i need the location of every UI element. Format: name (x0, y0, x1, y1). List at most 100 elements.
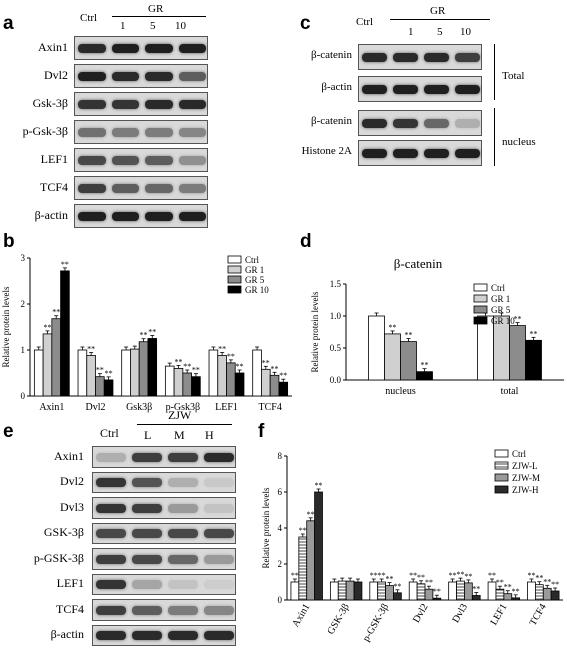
significance-marker: ** (530, 329, 538, 338)
legend-swatch-gr-1 (227, 265, 242, 274)
legend-swatch-zjw-m (494, 473, 509, 482)
bar-gr-10-p-gsk3 (191, 376, 201, 397)
significance-marker: ** (315, 481, 323, 490)
blot-band (168, 631, 198, 641)
significance-marker: ** (148, 328, 156, 337)
x-tick-label: total (501, 386, 519, 397)
bar-gr-1-dvl2 (86, 355, 96, 397)
blot-strip-catenin (358, 110, 482, 136)
bar-zjw-m-axin1 (306, 520, 316, 601)
bar-gr-5-dvl2 (95, 376, 105, 397)
blot-e-group-line (137, 424, 232, 425)
blot-band (111, 156, 139, 165)
significance-marker: ** (514, 315, 522, 324)
bar-gr-10-total (525, 339, 542, 381)
blot-strip-tcf4 (74, 176, 208, 200)
bar-zjw-h-p-gsk-3 (393, 592, 402, 601)
significance-marker: ** (218, 345, 226, 354)
blot-band (132, 503, 162, 513)
y-tick-label: 3 (21, 253, 26, 263)
bar-ctrl-p-gsk3 (164, 365, 175, 397)
significance-marker: ** (378, 571, 386, 580)
significance-marker: ** (389, 323, 397, 332)
y-tick-label: 0.5 (330, 343, 342, 353)
legend-swatch-gr-1 (473, 294, 488, 303)
x-tick-label: Axin1 (290, 602, 312, 629)
x-tick-label: LEF1 (215, 402, 238, 413)
blot-band (145, 184, 173, 193)
x-tick-label: Dvl3 (451, 602, 471, 625)
significance-marker: ** (262, 358, 270, 367)
blot-row-label-axin1: Axin1 (54, 448, 84, 463)
x-tick-label: p-Gsk3β (166, 402, 201, 413)
significance-marker: ** (543, 577, 551, 586)
significance-marker: ** (393, 582, 401, 591)
significance-marker: ** (449, 571, 457, 580)
blot-band (132, 478, 162, 488)
significance-marker: ** (52, 308, 60, 317)
blot-c-total-label: Total (502, 70, 525, 82)
legend-label-gr-5: GR 5 (491, 305, 511, 315)
x-tick-label: Gsk3β (126, 402, 152, 413)
bar-gr-10-lef1 (234, 372, 245, 397)
bar-ctrl-lef1 (208, 349, 219, 397)
y-axis-label: Relative protein levels (310, 291, 320, 372)
blot-row-label-p-gsk-3: p-GSK-3β (33, 550, 84, 565)
chart-title: β-catenin (394, 256, 443, 271)
blot-row-label-catenin: β-catenin (310, 49, 352, 61)
bar-gr-5-axin1 (51, 318, 61, 397)
blot-strip-dvl2 (74, 64, 208, 88)
blot-band (111, 128, 139, 137)
significance-marker: ** (61, 260, 69, 269)
blot-strip-actin (358, 76, 482, 102)
y-tick-label: 2 (278, 559, 283, 569)
bar-zjw-h-dvl3 (471, 595, 481, 601)
significance-marker: ** (425, 578, 433, 587)
bar-gr-10-gsk3 (147, 338, 158, 397)
significance-marker: ** (370, 571, 378, 580)
blot-band (132, 452, 162, 462)
x-tick-label: p-GSK-3β (361, 602, 391, 644)
blot-band (204, 554, 234, 564)
blot-c-dose-3: 10 (460, 26, 471, 38)
y-tick-label: 2 (21, 299, 26, 309)
bar-ctrl-gsk3 (121, 349, 131, 397)
bar-zjw-h-tcf4 (550, 590, 560, 601)
blot-band (424, 53, 449, 62)
significance-marker: ** (421, 361, 429, 370)
bar-zjw-l-dvl2 (416, 583, 426, 601)
bar-ctrl-p-gsk-3 (369, 581, 379, 601)
blot-band (168, 605, 198, 615)
panel-label-c: c (300, 13, 311, 34)
blot-c-nucleus-label: nucleus (502, 136, 536, 148)
blot-c-total-bracket (494, 44, 495, 100)
blot-band (168, 529, 198, 539)
blot-a-ctrl-header: Ctrl (80, 12, 98, 24)
blot-a-dose-1: 1 (120, 20, 126, 32)
blot-band (132, 554, 162, 564)
legend-label-gr-1: GR 1 (245, 265, 264, 275)
blot-band (178, 100, 206, 109)
blot-band (362, 149, 387, 158)
blot-a-group-line (112, 16, 206, 17)
blot-row-label-tcf4: TCF4 (55, 601, 84, 616)
blot-band (132, 631, 162, 641)
blot-band (362, 85, 387, 94)
legend-swatch-ctrl (494, 449, 509, 458)
significance-marker: ** (488, 571, 496, 580)
x-tick-label: LEF1 (489, 602, 510, 627)
blot-a-dose-2: 5 (150, 20, 156, 32)
x-tick-label: GSK-3β (325, 602, 351, 636)
legend-label-zjw-l: ZJW-L (512, 461, 538, 471)
bar-gr-5-p-gsk3 (182, 372, 192, 397)
blot-c-dose-2: 5 (437, 26, 443, 38)
x-tick-label: Axin1 (39, 402, 64, 413)
bar-ctrl-dvl2 (77, 349, 88, 397)
bar-zjw-l-lef1 (495, 588, 505, 601)
significance-marker: ** (174, 357, 182, 366)
y-tick-label: 1.5 (330, 279, 342, 289)
blot-band (393, 53, 418, 62)
x-tick-label: Dvl2 (411, 602, 431, 625)
blot-strip-dvl3 (92, 497, 236, 519)
legend-swatch-zjw-h (494, 485, 509, 494)
